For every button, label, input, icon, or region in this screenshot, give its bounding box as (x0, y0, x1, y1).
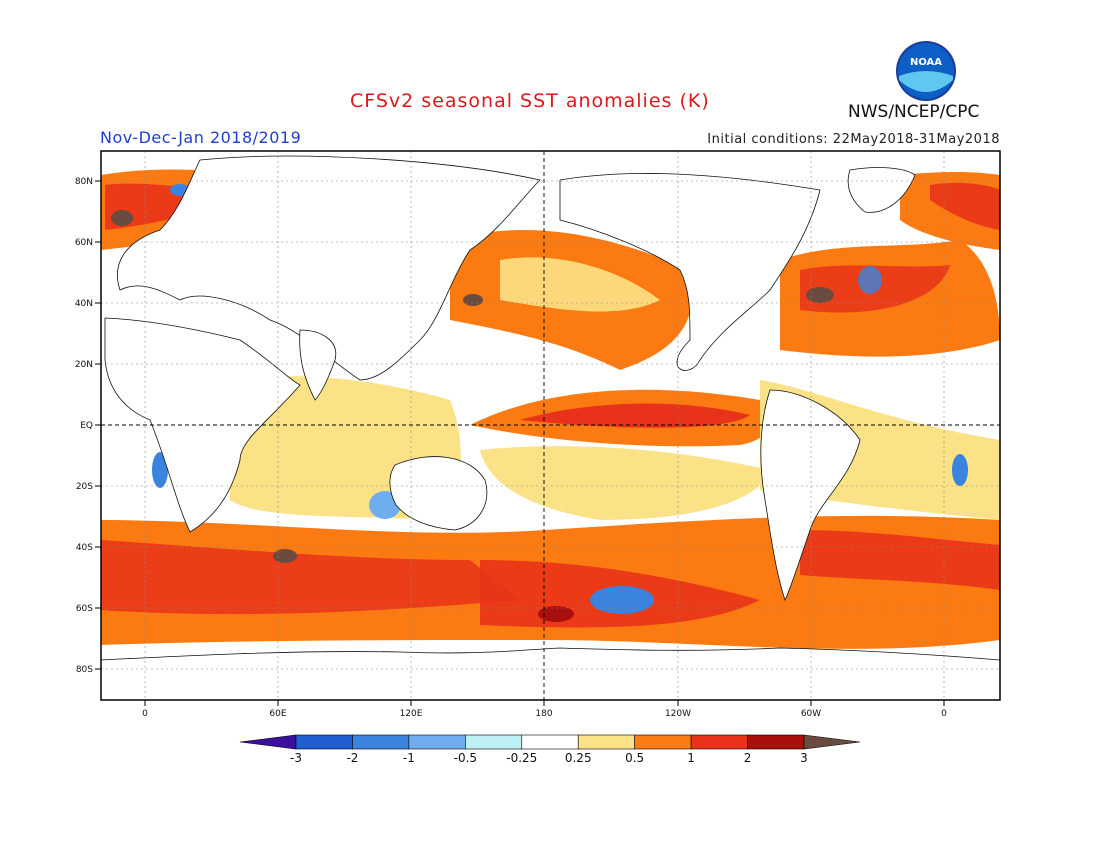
colorbar-label: 2 (744, 751, 752, 765)
colorbar-segment (295, 734, 353, 750)
south-pacific-cold (590, 586, 654, 614)
agency-label: NWS/NCEP/CPC (848, 102, 980, 122)
greenland (847, 167, 916, 213)
colorbar-label: 0.5 (625, 751, 644, 765)
colorbar-label: -0.25 (506, 751, 537, 765)
colorbar-label: 0.25 (565, 751, 592, 765)
colorbar-segment (690, 734, 748, 750)
lon-label: 0 (941, 709, 947, 719)
colorbar-label: -3 (290, 751, 302, 765)
north-america (559, 173, 821, 371)
map-title: CFSv2 seasonal SST anomalies (K) (350, 90, 710, 112)
colorbar-label: -1 (403, 751, 415, 765)
anomaly-field (101, 169, 1000, 649)
colorbar: -3 -2 -1 -0.5 -0.25 0.25 0.5 1 2 3 (239, 734, 861, 765)
lon-label: 60E (269, 709, 286, 719)
lon-label: 120E (400, 709, 423, 719)
south-atlantic-warm (800, 530, 1000, 590)
antarctica (101, 647, 1000, 700)
colorbar-segment (521, 734, 579, 750)
colorbar-segment (352, 734, 410, 750)
colorbar-label: -2 (346, 751, 358, 765)
colorbar-segment (577, 734, 635, 750)
lat-label: 60S (76, 604, 93, 614)
lat-label: 80N (75, 177, 93, 187)
colorbar-label: -0.5 (454, 751, 477, 765)
initial-conditions: Initial conditions: 22May2018-31May2018 (707, 132, 1000, 147)
continent-outlines (101, 155, 1000, 700)
south-america (760, 389, 861, 602)
south-pacific-yellow (480, 446, 770, 520)
lon-label: 0 (142, 709, 148, 719)
colorbar-label: 3 (800, 751, 808, 765)
lat-label: 20S (76, 482, 93, 492)
lat-label: EQ (80, 421, 93, 431)
australia (389, 456, 488, 531)
lat-label: 20N (75, 360, 93, 370)
forecast-period: Nov-Dec-Jan 2018/2019 (100, 128, 302, 147)
lat-label: 60N (75, 238, 93, 248)
eurasia (117, 155, 541, 381)
colorbar-segment (408, 734, 466, 750)
lat-label: 40S (76, 543, 93, 553)
colorbar-segment (803, 734, 861, 750)
lon-label: 120W (665, 709, 691, 719)
colorbar-segment (747, 734, 805, 750)
colorbar-segment (239, 734, 297, 750)
lat-label: 80S (76, 665, 93, 675)
southern-ocean-warm (101, 540, 520, 615)
gridlines (101, 151, 1000, 700)
noaa-logo: NOAA (896, 41, 956, 101)
india (299, 329, 337, 401)
logo-text: NOAA (910, 57, 942, 68)
lat-label: 40N (75, 299, 93, 309)
colorbar-segment (465, 734, 523, 750)
lon-label: 180 (535, 709, 552, 719)
lon-label: 60W (801, 709, 821, 719)
colorbar-label: 1 (687, 751, 695, 765)
colorbar-segment (634, 734, 692, 750)
